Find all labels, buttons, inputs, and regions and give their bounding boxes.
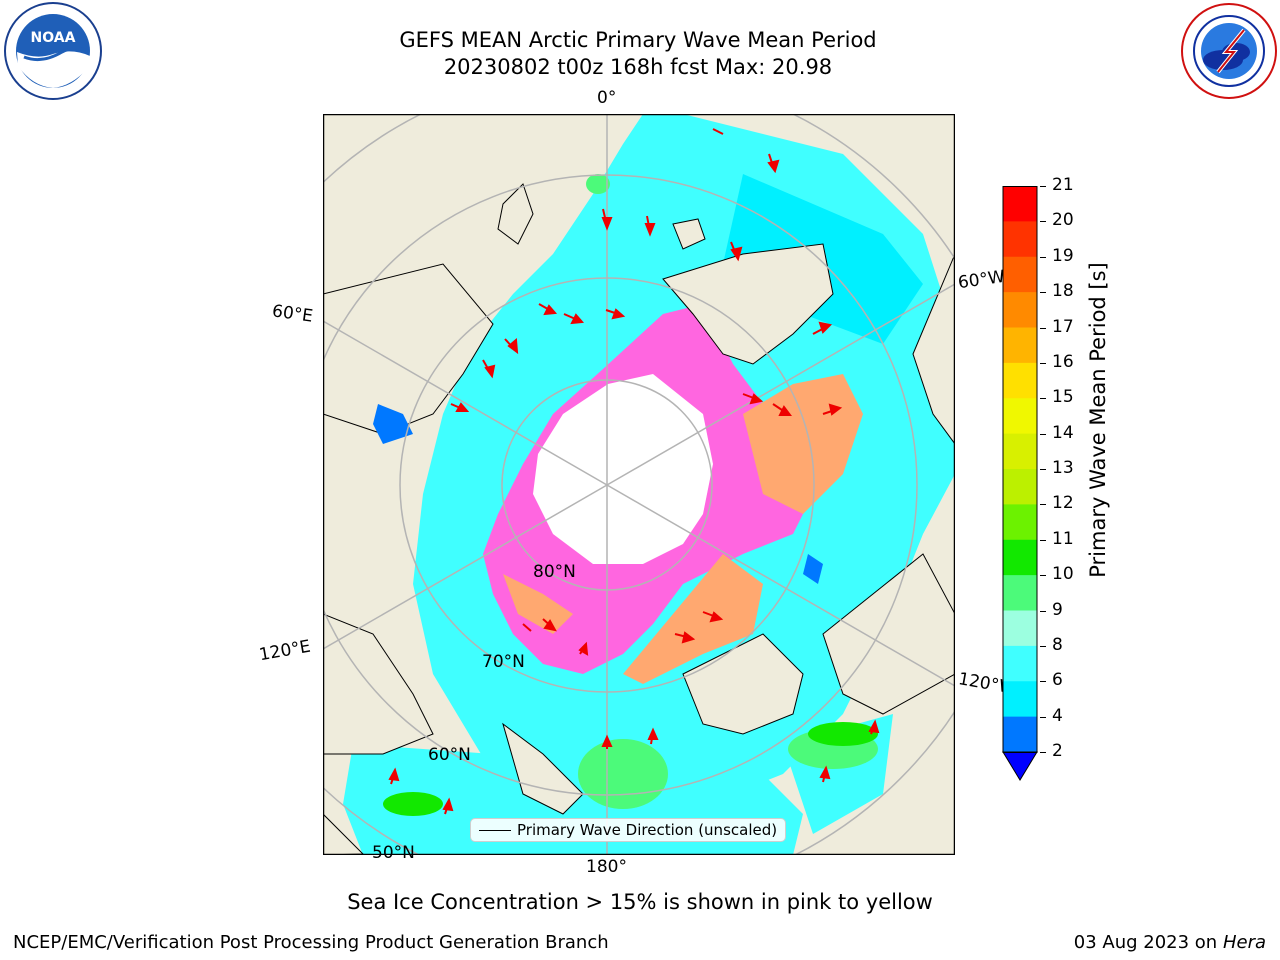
colorbar-segment xyxy=(1003,327,1037,364)
meridian-label-60e: 60°E xyxy=(270,301,315,327)
colorbar-segment xyxy=(1003,221,1037,258)
colorbar-tick-mark xyxy=(1040,716,1046,718)
footer-date: 03 Aug 2023 on xyxy=(1073,932,1218,953)
wave-direction-arrows xyxy=(388,128,880,815)
colorbar-segment xyxy=(1003,186,1037,222)
meridian-label-180: 180° xyxy=(586,857,627,877)
colorbar-extend-triangle xyxy=(1002,751,1038,781)
colorbar-tick-label: 16 xyxy=(1052,351,1074,372)
colorbar-segment xyxy=(1003,469,1037,505)
colorbar-segment xyxy=(1003,575,1037,611)
colorbar xyxy=(1000,186,1040,786)
graticule xyxy=(323,114,955,855)
colorbar-tick-label: 19 xyxy=(1052,245,1074,266)
colorbar-tick-mark xyxy=(1040,292,1046,294)
footer-left: NCEP/EMC/Verification Post Processing Pr… xyxy=(13,932,609,953)
noaa-logo: NOAA xyxy=(2,2,104,102)
map-frame xyxy=(322,113,956,856)
colorbar-segment xyxy=(1003,256,1037,293)
colorbar-segment xyxy=(1003,292,1037,328)
colorbar-tick-mark xyxy=(1040,610,1046,612)
colorbar-tick-label: 9 xyxy=(1052,599,1063,620)
footer-host: Hera xyxy=(1222,932,1266,953)
nws-logo xyxy=(1178,2,1280,102)
colorbar-tick-mark xyxy=(1040,752,1046,753)
latitude-label-50n: 50°N xyxy=(372,843,415,863)
latitude-label-60n: 60°N xyxy=(428,745,471,765)
colorbar-segment xyxy=(1003,504,1037,541)
colorbar-tick-mark xyxy=(1040,327,1046,329)
colorbar-frame xyxy=(1002,186,1038,753)
wave-direction-legend: Primary Wave Direction (unscaled) xyxy=(470,818,787,842)
colorbar-tick-label: 6 xyxy=(1052,670,1063,691)
colorbar-tick-mark xyxy=(1040,504,1046,506)
colorbar-tick-mark xyxy=(1040,221,1046,223)
meridian-label-0: 0° xyxy=(597,88,617,108)
svg-text:NOAA: NOAA xyxy=(31,30,76,46)
colorbar-tick-mark xyxy=(1040,681,1046,683)
colorbar-segment xyxy=(1003,398,1037,435)
colorbar-tick-label: 20 xyxy=(1052,210,1074,231)
colorbar-tick-label: 10 xyxy=(1052,564,1074,585)
meridian-label-60w: 60°W xyxy=(956,266,1007,294)
colorbar-tick-label: 4 xyxy=(1052,705,1063,726)
colorbar-tick-label: 13 xyxy=(1052,458,1074,478)
colorbar-tick-mark xyxy=(1040,469,1046,470)
colorbar-segment xyxy=(1003,716,1037,753)
latitude-label-70n: 70°N xyxy=(482,652,525,672)
colorbar-tick-label: 18 xyxy=(1052,281,1074,302)
caption: Sea Ice Concentration > 15% is shown in … xyxy=(347,890,933,914)
colorbar-segment xyxy=(1003,433,1037,470)
colorbar-tick-mark xyxy=(1040,362,1046,364)
colorbar-tick-label: 11 xyxy=(1052,528,1074,549)
colorbar-title: Primary Wave Mean Period [s] xyxy=(1086,262,1110,578)
colorbar-tick-label: 8 xyxy=(1052,634,1063,655)
colorbar-title-wrap: Primary Wave Mean Period [s] xyxy=(1082,190,1114,650)
colorbar-tick-mark xyxy=(1040,256,1046,258)
colorbar-segment xyxy=(1003,645,1037,682)
colorbar-tick-mark xyxy=(1040,186,1046,187)
meridian-label-120e: 120°E xyxy=(257,636,313,666)
colorbar-tick-label: 14 xyxy=(1052,422,1074,443)
colorbar-segment xyxy=(1003,362,1037,399)
colorbar-tick-mark xyxy=(1040,398,1046,400)
colorbar-segment xyxy=(1003,610,1037,647)
colorbar-segment xyxy=(1003,539,1037,576)
legend-line-swatch xyxy=(479,830,511,831)
colorbar-tick-label: 15 xyxy=(1052,387,1074,408)
latitude-label-80n: 80°N xyxy=(533,562,576,582)
colorbar-tick-label: 12 xyxy=(1052,493,1074,514)
colorbar-tick-mark xyxy=(1040,645,1046,647)
colorbar-tick-label: 17 xyxy=(1052,316,1074,337)
colorbar-tick-mark xyxy=(1040,433,1046,435)
colorbar-tick-mark xyxy=(1040,575,1046,577)
colorbar-tick-mark xyxy=(1040,539,1046,541)
colorbar-tick-label: 2 xyxy=(1052,741,1063,761)
colorbar-segment xyxy=(1003,681,1037,718)
footer-right: 03 Aug 2023 on Hera xyxy=(1074,932,1266,953)
colorbar-tick-label: 21 xyxy=(1052,175,1074,195)
polar-map xyxy=(322,113,956,856)
land-masses xyxy=(323,183,955,855)
legend-label: Primary Wave Direction (unscaled) xyxy=(517,821,778,839)
deep-water-patches xyxy=(373,404,823,584)
map-subtitle: 20230802 t00z 168h fcst Max: 20.98 xyxy=(443,55,833,79)
map-title: GEFS MEAN Arctic Primary Wave Mean Perio… xyxy=(399,28,877,52)
